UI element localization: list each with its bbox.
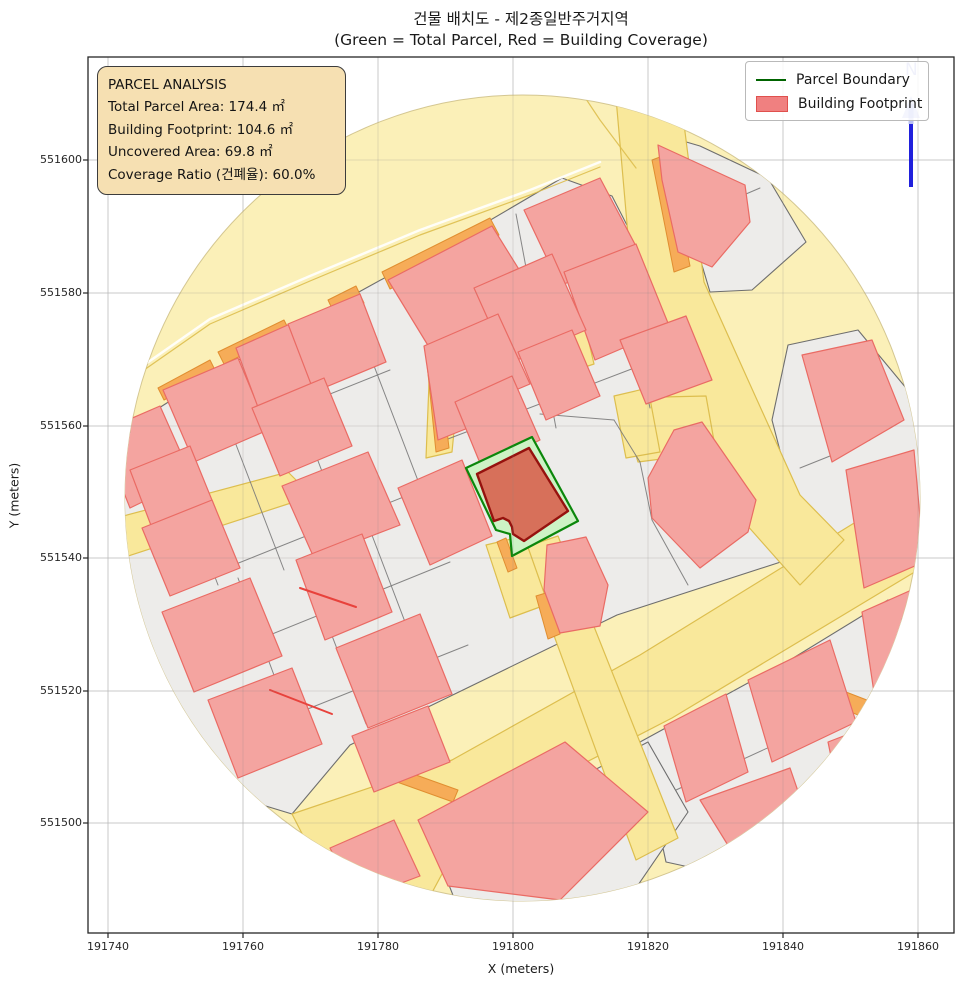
x-tick-label: 191840 (762, 940, 804, 953)
legend-item-building-footprint: Building Footprint (756, 94, 922, 114)
building (543, 536, 609, 634)
red-accent-line (299, 587, 357, 608)
map-layers (125, 95, 920, 901)
x-tick-label: 191760 (222, 940, 264, 953)
building (647, 421, 757, 569)
building (417, 741, 649, 901)
building (295, 533, 393, 641)
building (663, 693, 749, 803)
info-box-title: PARCEL ANALYSIS (108, 77, 227, 93)
building (161, 577, 283, 693)
road-junction-west (613, 387, 661, 459)
building (517, 329, 601, 421)
red-accent-line (269, 689, 333, 715)
page-subtitle: (Green = Total Parcel, Red = Building Co… (334, 31, 708, 49)
x-axis-label: X (meters) (487, 961, 555, 976)
page-title: 건물 배치도 - 제2종일반주거지역 (413, 10, 629, 28)
building (619, 315, 713, 405)
building (141, 499, 241, 597)
building (397, 459, 493, 566)
y-tick-label: 551500 (40, 816, 82, 829)
y-axis-label: Y (meters) (6, 462, 22, 529)
building (251, 377, 353, 477)
building (351, 705, 451, 793)
building (657, 144, 751, 268)
building (207, 667, 323, 779)
building (287, 293, 387, 393)
legend-line-icon (756, 79, 786, 81)
legend: Parcel Boundary Building Footprint (745, 61, 929, 121)
legend-label: Building Footprint (798, 96, 923, 112)
legend-item-parcel-boundary: Parcel Boundary (756, 70, 910, 90)
x-tick-label: 191780 (357, 940, 399, 953)
dome-road-line-yellow (133, 166, 601, 378)
orange-strip (496, 537, 518, 573)
y-tick-label: 551560 (40, 419, 82, 432)
parcel-analysis-box: PARCEL ANALYSIS Total Parcel Area: 174.4… (97, 66, 346, 196)
info-box-line: Total Parcel Area: 174.4 ㎡ (108, 99, 285, 116)
y-tick-label: 551520 (40, 684, 82, 697)
building (801, 339, 905, 463)
legend-patch-icon (756, 96, 788, 112)
x-tick-label: 191820 (627, 940, 669, 953)
x-tick-label: 191740 (87, 940, 129, 953)
info-box-line: Uncovered Area: 69.8 ㎡ (108, 144, 273, 161)
x-tick-label: 191800 (492, 940, 534, 953)
axes-spines (87, 56, 955, 934)
dome-road-line-white (132, 160, 602, 374)
building (281, 451, 401, 559)
building (845, 449, 920, 589)
building-footprint-highlight (475, 446, 570, 543)
building (335, 613, 453, 729)
info-box-line: Building Footprint: 104.6 ㎡ (108, 121, 294, 138)
parcel-line (613, 419, 689, 586)
info-box-line: Coverage Ratio (건폐율): 60.0% (108, 166, 316, 183)
legend-label: Parcel Boundary (796, 72, 910, 88)
y-tick-label: 551580 (40, 286, 82, 299)
x-tick-label: 191860 (897, 940, 939, 953)
y-tick-label: 551600 (40, 153, 82, 166)
y-tick-label: 551540 (40, 551, 82, 564)
dome-road-line-top (559, 95, 637, 169)
